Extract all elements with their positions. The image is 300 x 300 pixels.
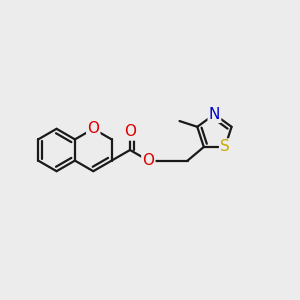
Text: O: O <box>87 121 99 136</box>
Text: N: N <box>209 107 220 122</box>
Text: S: S <box>220 140 230 154</box>
Text: O: O <box>142 153 154 168</box>
Text: O: O <box>124 124 136 140</box>
